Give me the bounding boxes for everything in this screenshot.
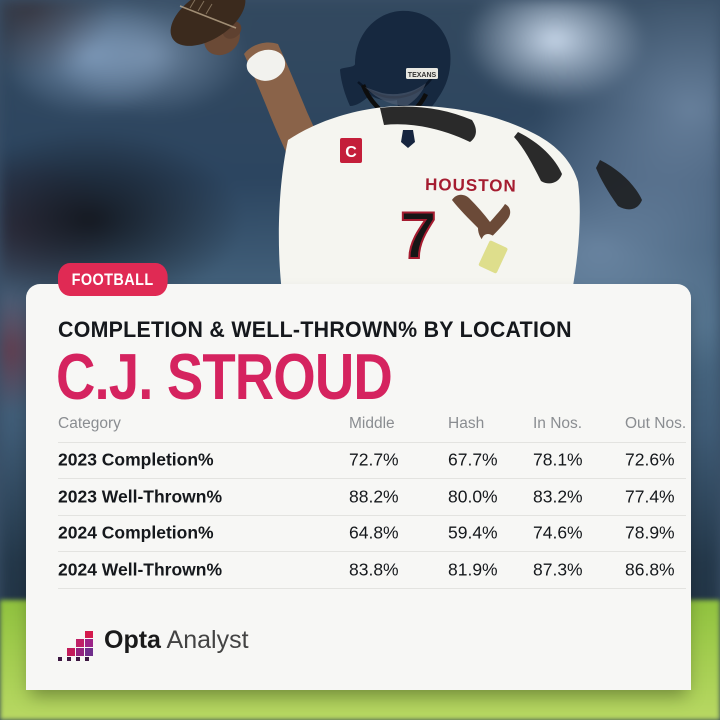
svg-text:HOUSTON: HOUSTON [425,175,517,196]
svg-text:TEXANS: TEXANS [408,72,437,79]
svg-text:7: 7 [400,198,437,272]
svg-text:C: C [345,144,357,161]
